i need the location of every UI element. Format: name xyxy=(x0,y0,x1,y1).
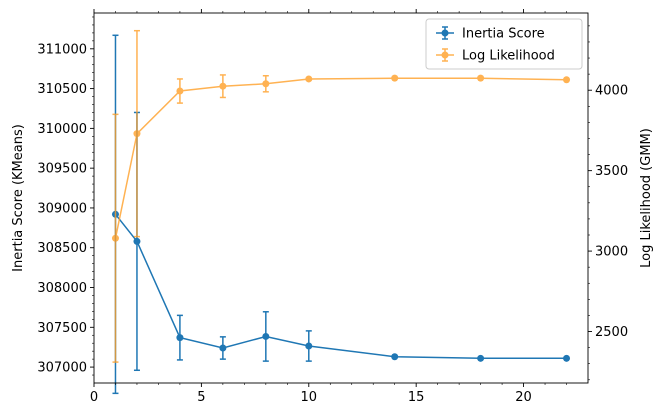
y-left-tick-label: 308000 xyxy=(37,281,87,296)
y-axis-left-label: Inertia Score (KMeans) xyxy=(11,124,26,272)
data-point xyxy=(563,76,571,84)
legend-marker xyxy=(441,51,449,59)
plot-area xyxy=(94,13,588,383)
data-point xyxy=(262,332,270,340)
legend-label: Log Likelihood xyxy=(462,49,555,64)
legend-label: Inertia Score xyxy=(462,27,545,42)
legend: Inertia Score Log Likelihood xyxy=(425,18,583,70)
data-point xyxy=(391,74,399,82)
data-point xyxy=(305,342,313,350)
axes-frame xyxy=(93,12,589,384)
y-right-tick-label: 3500 xyxy=(595,164,628,179)
x-tick-label: 0 xyxy=(90,390,98,405)
y-axis-right-label: Log Likelihood (GMM) xyxy=(639,128,654,268)
data-point xyxy=(176,87,184,95)
data-point xyxy=(176,334,184,342)
data-point xyxy=(305,75,313,83)
data-point xyxy=(262,80,270,88)
data-point xyxy=(391,353,399,361)
y-right-tick-label: 3000 xyxy=(595,245,628,260)
data-point xyxy=(133,130,141,138)
data-point xyxy=(133,237,141,245)
x-tick-label: 20 xyxy=(515,390,532,405)
data-point xyxy=(477,354,485,362)
legend-handle xyxy=(436,48,454,62)
axes-layer: 0 5 10 15 20 307000 307500 308000 308500 309000 30… xyxy=(37,9,628,405)
y-left-tick-label: 311000 xyxy=(37,42,87,57)
y-left-tick-label: 308500 xyxy=(37,241,87,256)
y-left-tick-label: 307500 xyxy=(37,321,87,336)
y-left-tick-label: 307000 xyxy=(37,361,87,376)
y-left-tick-label: 310500 xyxy=(37,82,87,97)
series-layer xyxy=(111,29,571,395)
data-point xyxy=(477,74,485,82)
legend-handle xyxy=(436,26,454,40)
data-point xyxy=(111,234,119,242)
y-left-tick-label: 309000 xyxy=(37,201,87,216)
y-right-tick-label: 4000 xyxy=(595,84,628,99)
y-left-tick-label: 310000 xyxy=(37,122,87,137)
data-point xyxy=(563,354,571,362)
data-point xyxy=(219,344,227,352)
x-tick-label: 5 xyxy=(197,390,205,405)
y-left-tick-label: 309500 xyxy=(37,162,87,177)
x-tick-label: 15 xyxy=(408,390,425,405)
legend-marker xyxy=(441,29,449,37)
legend-box xyxy=(425,18,583,70)
x-tick-label: 10 xyxy=(301,390,318,405)
y-right-tick-label: 2500 xyxy=(595,325,628,340)
series-2 xyxy=(111,29,571,363)
data-point xyxy=(219,82,227,90)
